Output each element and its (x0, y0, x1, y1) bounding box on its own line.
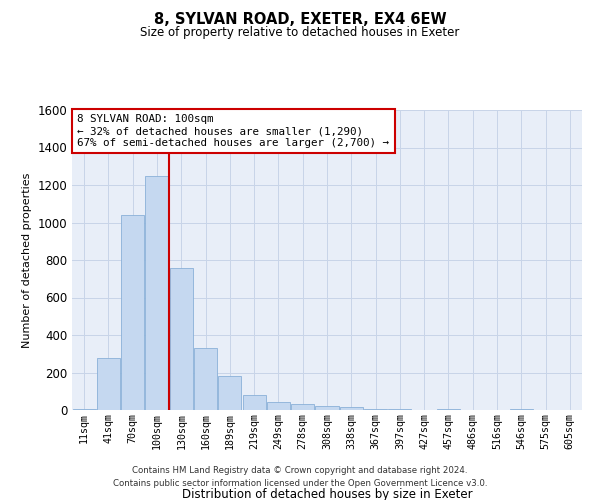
Bar (121, 215, 144, 410)
Bar (242, 395, 266, 410)
Bar (510, 409, 533, 410)
Bar (340, 407, 363, 410)
Bar (194, 348, 217, 410)
Bar (145, 176, 169, 410)
Text: 8 SYLVAN ROAD: 100sqm
← 32% of detached houses are smaller (1,290)
67% of semi-d: 8 SYLVAN ROAD: 100sqm ← 32% of detached … (77, 114, 389, 148)
Bar (364, 409, 387, 410)
Bar (316, 406, 338, 410)
Bar (267, 402, 290, 410)
Bar (437, 409, 460, 410)
Bar (73, 409, 95, 410)
Bar (97, 358, 120, 410)
Bar (388, 409, 412, 410)
Bar (170, 268, 193, 410)
Y-axis label: Number of detached properties: Number of detached properties (22, 172, 32, 348)
X-axis label: Distribution of detached houses by size in Exeter: Distribution of detached houses by size … (182, 488, 472, 500)
Text: 8, SYLVAN ROAD, EXETER, EX4 6EW: 8, SYLVAN ROAD, EXETER, EX4 6EW (154, 12, 446, 28)
Text: Contains HM Land Registry data © Crown copyright and database right 2024.
Contai: Contains HM Land Registry data © Crown c… (113, 466, 487, 487)
Bar (291, 404, 314, 410)
Bar (218, 376, 241, 410)
Text: Size of property relative to detached houses in Exeter: Size of property relative to detached ho… (140, 26, 460, 39)
